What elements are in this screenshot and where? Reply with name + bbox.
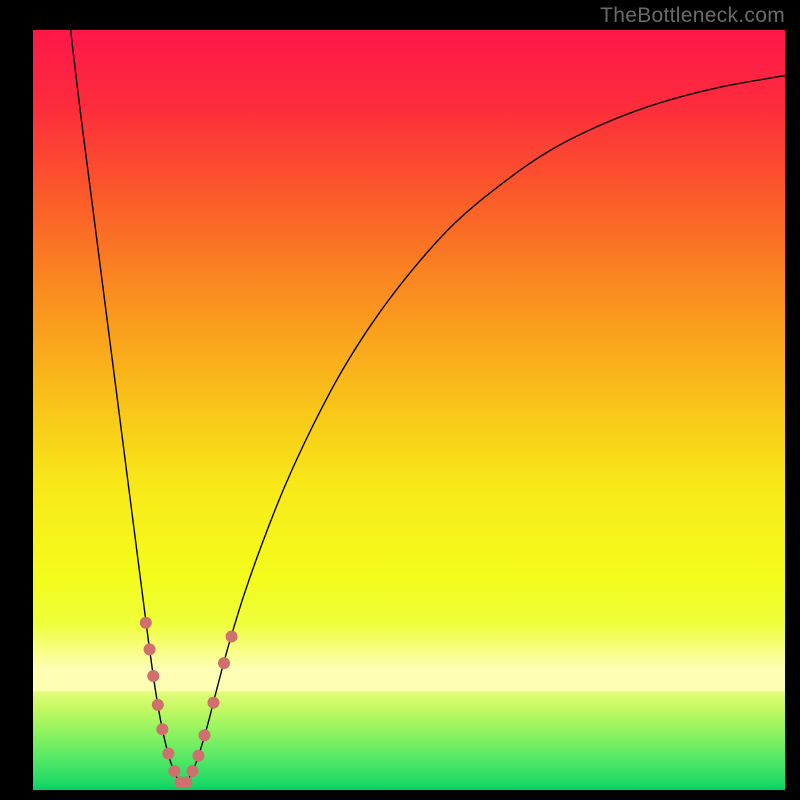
marker-point: [168, 765, 180, 777]
marker-point: [192, 750, 204, 762]
marker-point: [140, 617, 152, 629]
marker-point: [156, 723, 168, 735]
marker-point: [186, 765, 198, 777]
marker-point: [226, 630, 238, 642]
plot-area: [33, 30, 785, 790]
marker-point: [162, 748, 174, 760]
marker-point: [180, 776, 192, 788]
curve-right-branch: [183, 76, 785, 786]
marker-point: [207, 697, 219, 709]
curve-left-branch: [71, 30, 184, 785]
curve-layer: [33, 30, 785, 790]
chart-container: TheBottleneck.com: [0, 0, 800, 800]
marker-point: [147, 670, 159, 682]
marker-point: [144, 643, 156, 655]
watermark-text: TheBottleneck.com: [600, 4, 785, 28]
marker-point: [152, 699, 164, 711]
marker-point: [198, 729, 210, 741]
marker-point: [218, 657, 230, 669]
